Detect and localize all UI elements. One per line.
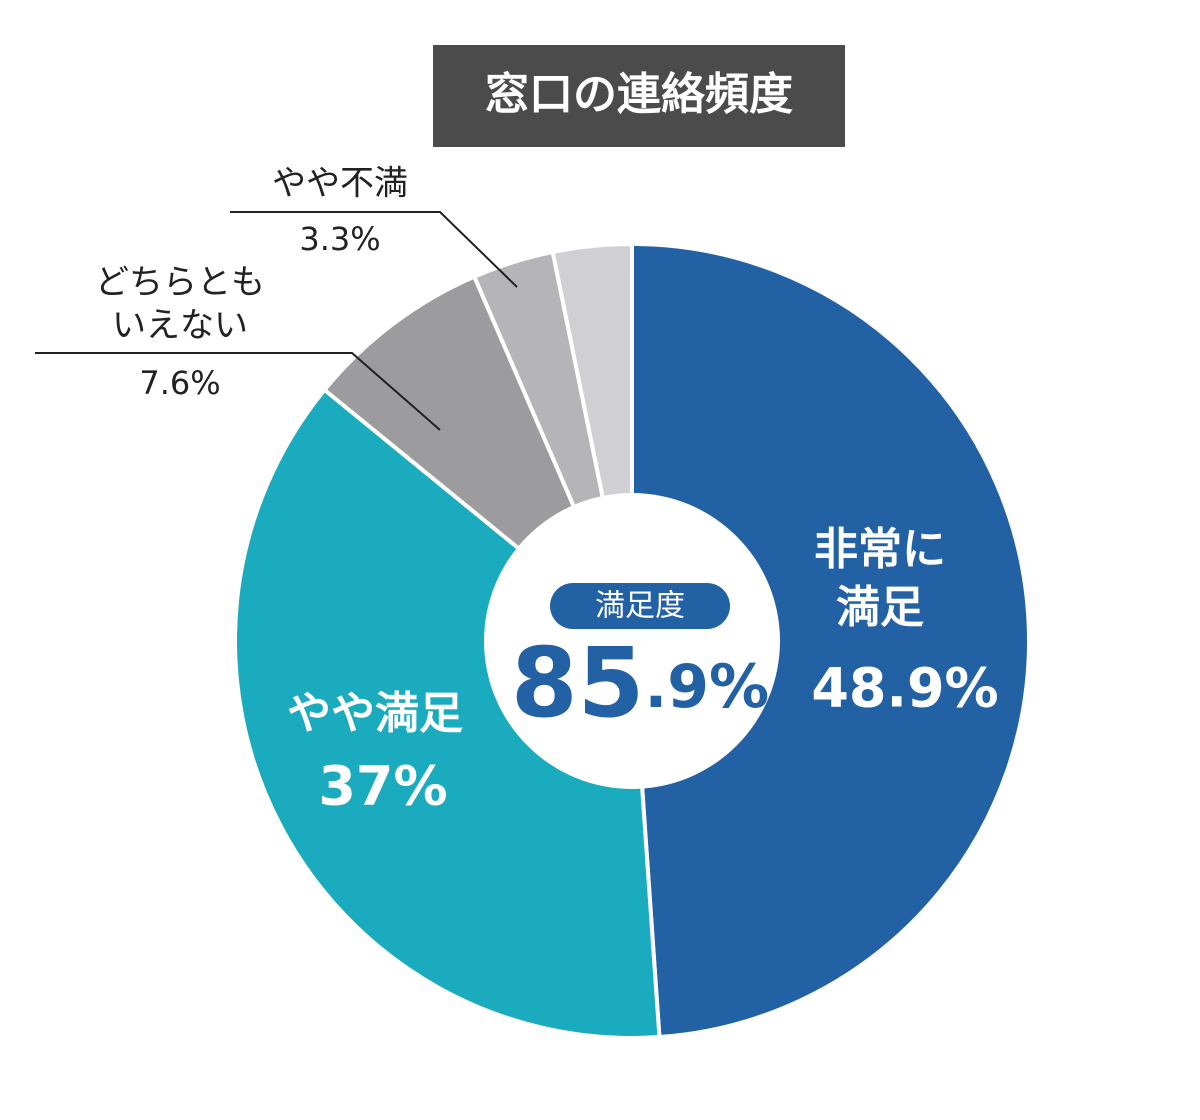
slice-label: どちらとも: [95, 263, 265, 303]
center-value-rest: .9%: [644, 652, 769, 722]
slice-label: やや満足: [287, 688, 463, 739]
center-value-main: 85: [511, 627, 645, 739]
center-label: 満足度: [595, 589, 685, 624]
value-label: 7.6%: [139, 364, 220, 402]
chart-title: 窓口の連絡頻度: [485, 69, 793, 120]
slice: [630, 241, 1031, 1040]
slice-label: 非常に: [814, 524, 946, 575]
center-pill: [550, 583, 730, 629]
value-label: 37%: [318, 755, 447, 818]
slice-label: やや不満: [272, 164, 408, 204]
value-label: 48.9%: [811, 657, 998, 720]
title-box: [433, 45, 845, 147]
value-label: 3.3%: [299, 220, 380, 258]
leader-line: [35, 352, 441, 431]
slice-label: いえない: [112, 306, 248, 346]
center-hole: [484, 493, 780, 789]
slice-label: 満足: [836, 582, 924, 633]
center-value: 85.9%: [511, 627, 769, 739]
slice: [233, 387, 662, 1040]
leader-line: [230, 211, 518, 288]
